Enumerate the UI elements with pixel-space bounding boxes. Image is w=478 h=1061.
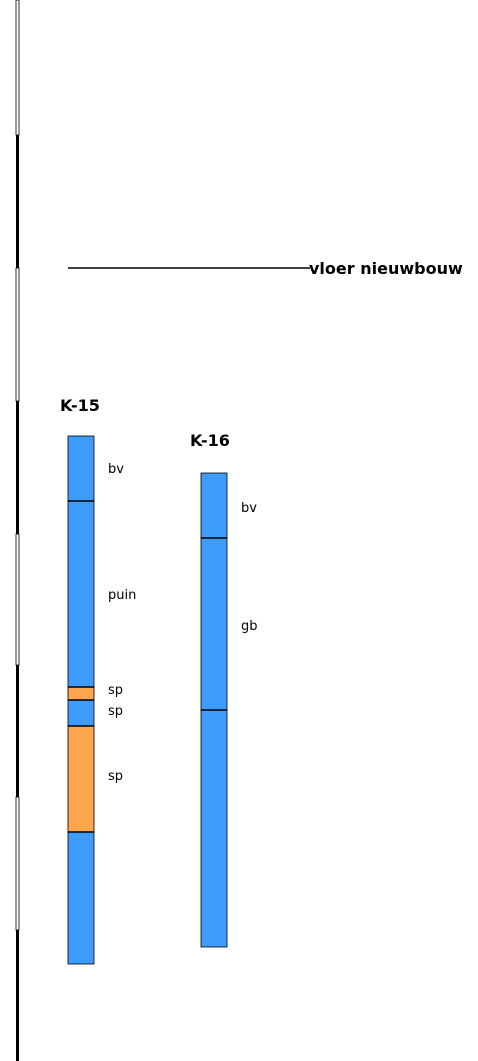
scale-segment <box>16 930 19 1061</box>
layer-label: gb <box>241 619 258 634</box>
soil-layer <box>67 725 95 833</box>
layer-label: puin <box>108 588 136 603</box>
soil-layer <box>67 500 95 688</box>
soil-layer <box>67 686 95 701</box>
scale-segment <box>15 796 20 931</box>
scale-segment <box>16 401 19 534</box>
floor-label: vloer nieuwbouw <box>309 259 463 278</box>
layer-label: bv <box>108 462 124 477</box>
layer-label: bv <box>241 501 257 516</box>
borehole-title: K-15 <box>60 396 100 415</box>
layer-label: sp <box>108 683 123 698</box>
scale-bar <box>15 0 20 1061</box>
layer-label: sp <box>108 769 123 784</box>
floor-marker: vloer nieuwbouw <box>68 259 463 278</box>
scale-segment <box>15 267 20 402</box>
borehole-title: K-16 <box>190 431 230 450</box>
borehole-k15: K-15 bv puin sp sp sp <box>60 396 136 965</box>
soil-layer <box>67 831 95 965</box>
scale-segment <box>15 533 20 666</box>
borehole-k16: K-16 bv gb <box>190 431 258 948</box>
soil-layer <box>200 472 228 539</box>
soil-layer <box>67 435 95 502</box>
scale-segment <box>16 135 19 268</box>
soil-layer <box>200 709 228 948</box>
soil-layer <box>200 537 228 711</box>
scale-segment <box>15 0 20 136</box>
scale-segment <box>16 665 19 797</box>
soil-layer <box>67 699 95 727</box>
layer-label: sp <box>108 704 123 719</box>
